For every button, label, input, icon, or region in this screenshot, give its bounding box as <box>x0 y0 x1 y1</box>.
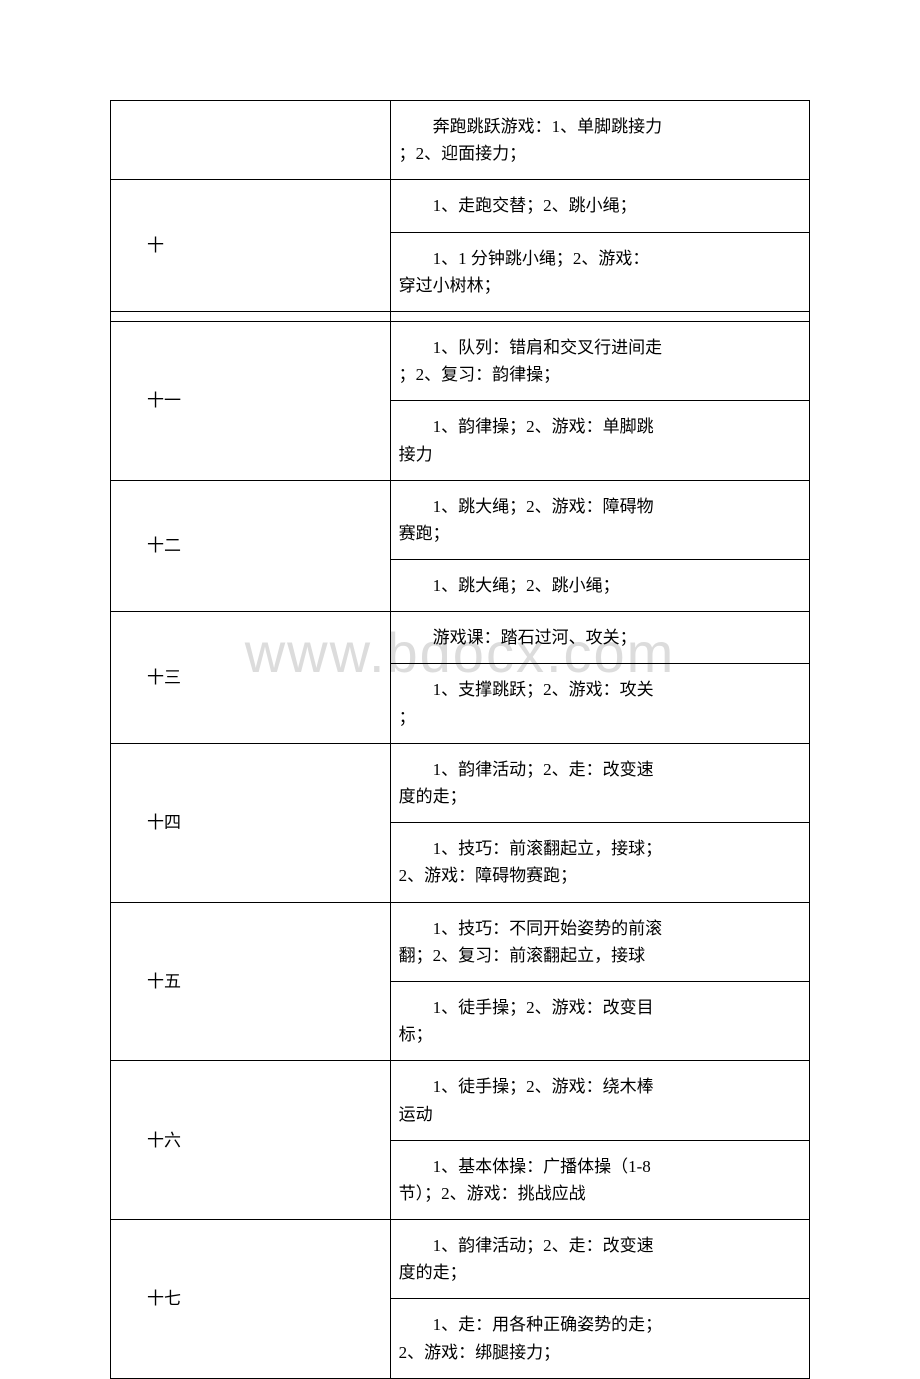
week-cell <box>111 101 391 180</box>
content-line: 节）；2、游戏：挑战应战 <box>399 1180 801 1207</box>
content-line: ； <box>399 704 801 731</box>
table-row: 十二 1、跳大绳；2、游戏：障碍物 赛跑； <box>111 480 810 559</box>
content-line: 度的走； <box>399 1259 801 1286</box>
table-row <box>111 311 810 321</box>
content-cell: 1、韵律活动；2、走：改变速 度的走； <box>390 1220 809 1299</box>
content-cell: 1、支撑跳跃；2、游戏：攻关 ； <box>390 664 809 743</box>
content-line: 1、支撑跳跃；2、游戏：攻关 <box>399 676 801 703</box>
content-cell: 1、基本体操：广播体操（1-8 节）；2、游戏：挑战应战 <box>390 1140 809 1219</box>
content-line: 穿过小树林； <box>399 272 801 299</box>
content-line: 运动 <box>399 1101 801 1128</box>
content-line: 标； <box>399 1021 801 1048</box>
content-line: 1、徒手操；2、游戏：绕木棒 <box>399 1073 801 1100</box>
content-cell: 奔跑跳跃游戏：1、单脚跳接力 ；2、迎面接力； <box>390 101 809 180</box>
content-line: 翻；2、复习：前滚翻起立，接球 <box>399 942 801 969</box>
content-cell: 1、走：用各种正确姿势的走； 2、游戏：绑腿接力； <box>390 1299 809 1378</box>
content-cell: 1、韵律活动；2、走：改变速 度的走； <box>390 743 809 822</box>
content-line: 2、游戏：障碍物赛跑； <box>399 862 801 889</box>
content-line: 奔跑跳跃游戏：1、单脚跳接力 <box>399 113 801 140</box>
table-row: 十三 游戏课：踏石过河、攻关； <box>111 612 810 664</box>
content-line: 1、技巧：不同开始姿势的前滚 <box>399 915 801 942</box>
content-line: 赛跑； <box>399 520 801 547</box>
week-cell: 十七 <box>111 1220 391 1379</box>
content-line: 1、技巧：前滚翻起立，接球； <box>399 835 801 862</box>
content-cell: 1、跳大绳；2、游戏：障碍物 赛跑； <box>390 480 809 559</box>
content-cell: 1、技巧：不同开始姿势的前滚 翻；2、复习：前滚翻起立，接球 <box>390 902 809 981</box>
content-line: 1、走：用各种正确姿势的走； <box>399 1311 801 1338</box>
content-line: 1、队列：错肩和交叉行进间走 <box>399 334 801 361</box>
content-line: 1、徒手操；2、游戏：改变目 <box>399 994 801 1021</box>
content-cell: 1、徒手操；2、游戏：绕木棒 运动 <box>390 1061 809 1140</box>
content-cell: 游戏课：踏石过河、攻关； <box>390 612 809 664</box>
content-cell: 1、队列：错肩和交叉行进间走 ；2、复习：韵律操； <box>390 321 809 400</box>
content-line: 1、韵律操；2、游戏：单脚跳 <box>399 413 801 440</box>
content-cell: 1、跳大绳；2、跳小绳； <box>390 560 809 612</box>
table-row: 十五 1、技巧：不同开始姿势的前滚 翻；2、复习：前滚翻起立，接球 <box>111 902 810 981</box>
table-row: 十一 1、队列：错肩和交叉行进间走 ；2、复习：韵律操； <box>111 321 810 400</box>
content-line: 1、1 分钟跳小绳；2、游戏： <box>399 245 801 272</box>
content-line: 接力 <box>399 441 801 468</box>
week-cell: 十 <box>111 180 391 312</box>
table-row: 十七 1、韵律活动；2、走：改变速 度的走； <box>111 1220 810 1299</box>
content-line: 度的走； <box>399 783 801 810</box>
spacer-cell <box>390 311 809 321</box>
content-cell: 1、技巧：前滚翻起立，接球； 2、游戏：障碍物赛跑； <box>390 823 809 902</box>
content-line: 游戏课：踏石过河、攻关； <box>399 624 801 651</box>
week-cell: 十六 <box>111 1061 391 1220</box>
content-line: 1、走跑交替；2、跳小绳； <box>399 192 801 219</box>
content-line: 1、韵律活动；2、走：改变速 <box>399 1232 801 1259</box>
content-cell: 1、韵律操；2、游戏：单脚跳 接力 <box>390 401 809 480</box>
table-row: 十 1、走跑交替；2、跳小绳； <box>111 180 810 232</box>
table-row: 十六 1、徒手操；2、游戏：绕木棒 运动 <box>111 1061 810 1140</box>
week-cell: 十四 <box>111 743 391 902</box>
content-line: 1、跳大绳；2、游戏：障碍物 <box>399 493 801 520</box>
content-line: 1、基本体操：广播体操（1-8 <box>399 1153 801 1180</box>
schedule-table: 奔跑跳跃游戏：1、单脚跳接力 ；2、迎面接力； 十 1、走跑交替；2、跳小绳； … <box>110 100 810 1379</box>
content-cell: 1、1 分钟跳小绳；2、游戏： 穿过小树林； <box>390 232 809 311</box>
week-cell: 十五 <box>111 902 391 1061</box>
content-line: ；2、迎面接力； <box>399 140 801 167</box>
table-row: 奔跑跳跃游戏：1、单脚跳接力 ；2、迎面接力； <box>111 101 810 180</box>
table-row: 十四 1、韵律活动；2、走：改变速 度的走； <box>111 743 810 822</box>
content-cell: 1、走跑交替；2、跳小绳； <box>390 180 809 232</box>
content-line: 1、韵律活动；2、走：改变速 <box>399 756 801 783</box>
content-line: 1、跳大绳；2、跳小绳； <box>399 572 801 599</box>
content-cell: 1、徒手操；2、游戏：改变目 标； <box>390 981 809 1060</box>
week-cell: 十二 <box>111 480 391 612</box>
content-line: 2、游戏：绑腿接力； <box>399 1339 801 1366</box>
week-cell: 十一 <box>111 321 391 480</box>
spacer-cell <box>111 311 391 321</box>
week-cell: 十三 <box>111 612 391 744</box>
content-line: ；2、复习：韵律操； <box>399 361 801 388</box>
